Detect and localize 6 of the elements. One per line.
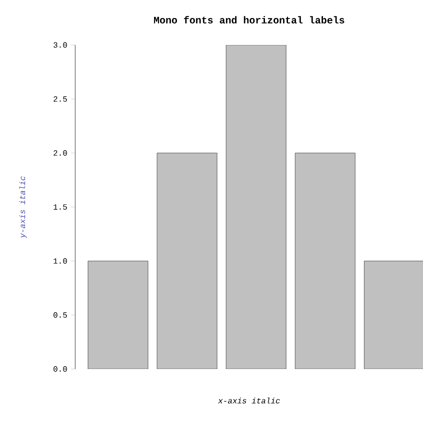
bar (294, 152, 356, 369)
chart-title: Mono fonts and horizontal labels (154, 16, 344, 24)
bar (226, 44, 286, 369)
bar (156, 152, 218, 369)
bar (364, 260, 423, 369)
bar (88, 260, 148, 369)
